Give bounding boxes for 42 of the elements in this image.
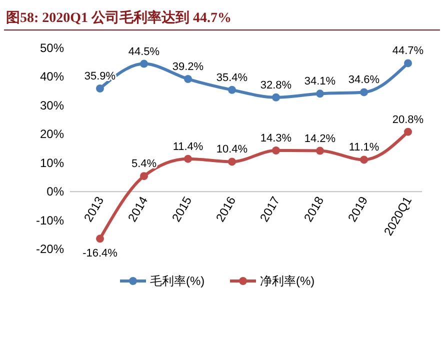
point (184, 75, 192, 84)
point (96, 234, 104, 243)
data-label: 14.3% (260, 132, 292, 145)
point (272, 146, 280, 155)
chart-title: 图58: 2020Q1 公司毛利率达到 44.7% (6, 9, 232, 26)
y-tick-label: 40% (40, 70, 64, 84)
point (316, 146, 324, 155)
point (360, 88, 368, 96)
point (184, 154, 192, 163)
y-tick-label: 50% (40, 41, 64, 55)
data-label: 32.8% (260, 79, 292, 92)
point (360, 156, 368, 164)
data-label: 11.1% (348, 142, 380, 154)
data-label: 34.1% (304, 76, 336, 88)
y-tick-label: 0% (46, 184, 64, 199)
legend-label: 净利率(%) (260, 274, 315, 288)
data-label: 5.4% (131, 158, 157, 170)
data-label: -16.4% (82, 248, 118, 260)
data-label: 11.4% (172, 140, 204, 153)
data-label: 39.2% (172, 61, 204, 74)
point (316, 90, 324, 98)
y-tick-label: -20% (36, 242, 64, 256)
y-tick-label: 20% (40, 127, 64, 142)
point (404, 128, 412, 136)
y-tick-label: -10% (36, 213, 64, 228)
point (140, 60, 148, 68)
point (404, 59, 412, 68)
data-label: 14.2% (304, 132, 336, 145)
point (140, 172, 148, 180)
data-label: 35.4% (216, 72, 248, 84)
point (228, 86, 236, 94)
data-label: 10.4% (216, 144, 248, 156)
point (272, 93, 280, 102)
data-label: 44.5% (128, 46, 160, 58)
legend-label: 毛利率(%) (150, 274, 205, 288)
y-tick-label: 10% (40, 156, 64, 170)
y-tick-label: 30% (40, 98, 64, 112)
point (96, 84, 104, 92)
data-label: 44.7% (392, 45, 424, 58)
data-label: 34.6% (348, 74, 380, 86)
data-label: 20.8% (392, 114, 424, 126)
point (228, 158, 236, 166)
